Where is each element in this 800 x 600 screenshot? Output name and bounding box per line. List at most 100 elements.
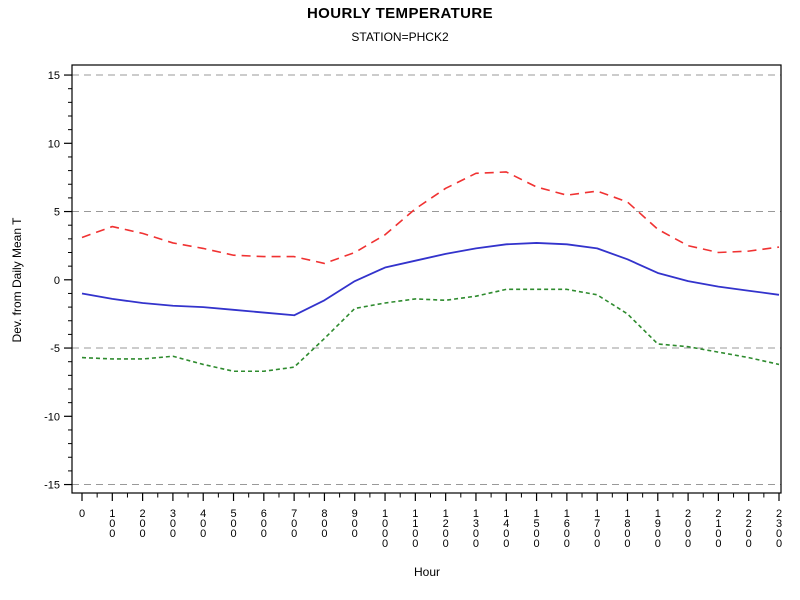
plot-frame: [71, 64, 782, 494]
series-line-lower: [81, 288, 780, 373]
x-tick-label-digit: 8: [321, 508, 327, 520]
x-tick-label-digit: 2: [746, 508, 752, 520]
x-tick-label-digit: 0: [685, 538, 691, 550]
x-axis-title: Hour: [413, 565, 441, 579]
x-tick-label-digit: 0: [473, 528, 479, 540]
x-tick-label-digit: 7: [291, 508, 297, 520]
x-tick-label-digit: 0: [291, 528, 297, 540]
x-tick-label-digit: 0: [503, 528, 509, 540]
x-tick-label-digit: 0: [230, 518, 236, 530]
x-tick-label-digit: 0: [291, 518, 297, 530]
x-tick-label-digit: 2: [443, 518, 449, 530]
x-tick-label-digit: 0: [230, 528, 236, 540]
x-tick-label-digit: 0: [140, 518, 146, 530]
x-tick-label-digit: 8: [624, 518, 630, 530]
x-tick-label-digit: 0: [503, 538, 509, 550]
y-tick-label: -15: [44, 480, 60, 492]
chart-subtitle: STATION=PHCK2: [351, 30, 449, 44]
x-tick-label-digit: 1: [594, 508, 600, 520]
x-tick-label-digit: 0: [473, 538, 479, 550]
x-tick-label-digit: 2: [715, 508, 721, 520]
y-tick-label: 15: [48, 70, 60, 82]
x-tick-label-digit: 3: [170, 508, 176, 520]
x-tick-label-digit: 0: [564, 528, 570, 540]
x-tick-label-digit: 1: [412, 518, 418, 530]
x-tick-label-digit: 1: [655, 508, 661, 520]
x-tick-label-digit: 0: [594, 538, 600, 550]
x-tick-label-digit: 0: [109, 528, 115, 540]
x-tick-label-digit: 1: [473, 508, 479, 520]
x-tick-label-digit: 0: [746, 528, 752, 540]
x-tick-label-digit: 0: [594, 528, 600, 540]
series-lower: [81, 288, 780, 373]
x-tick-label-digit: 0: [655, 528, 661, 540]
y-tick-label: -5: [50, 343, 60, 355]
x-tick-label-digit: 1: [412, 508, 418, 520]
y-tick-label: 0: [54, 275, 60, 287]
x-tick-label-digit: 0: [624, 528, 630, 540]
x-tick-label-digit: 1: [564, 508, 570, 520]
x-tick-label-digit: 3: [473, 518, 479, 530]
x-tick-label-digit: 2: [746, 518, 752, 530]
x-tick-label-digit: 0: [685, 518, 691, 530]
x-tick-label-digit: 0: [412, 528, 418, 540]
x-tick-label-digit: 0: [352, 518, 358, 530]
x-tick-label-digit: 0: [412, 538, 418, 550]
y-tick-label: 5: [54, 207, 60, 219]
x-tick-label-digit: 0: [140, 528, 146, 540]
x-tick-label-digit: 5: [534, 518, 540, 530]
x-tick-label-digit: 6: [564, 518, 570, 530]
series-line-mean: [81, 242, 780, 317]
x-tick-label-digit: 9: [352, 508, 358, 520]
x-tick-label-digit: 0: [261, 528, 267, 540]
y-axis: 15 10 5 0 -5 -10 -15: [44, 70, 72, 492]
x-tick-label-digit: 6: [261, 508, 267, 520]
series-line-upper: [81, 171, 780, 265]
x-tick-label-digit: 0: [715, 528, 721, 540]
x-tick-label-digit: 1: [443, 508, 449, 520]
series-upper: [81, 171, 780, 265]
x-tick-label-digit: 0: [715, 538, 721, 550]
x-tick-label-digit: 4: [503, 518, 509, 530]
x-tick-label-digit: 1: [109, 508, 115, 520]
x-tick-label-digit: 5: [230, 508, 236, 520]
series-mean: [81, 242, 780, 317]
x-tick-label-digit: 0: [776, 538, 782, 550]
x-tick-label-digit: 9: [655, 518, 661, 530]
x-tick-label-digit: 0: [624, 538, 630, 550]
x-tick-label-digit: 0: [746, 538, 752, 550]
reference-gridlines: [72, 74, 781, 486]
x-tick-label-digit: 3: [776, 518, 782, 530]
x-tick-label-digit: 0: [564, 538, 570, 550]
x-tick-label-digit: 0: [382, 528, 388, 540]
x-tick-label-digit: 0: [443, 528, 449, 540]
x-tick-label-digit: 1: [503, 508, 509, 520]
x-tick-label-digit: 0: [200, 528, 206, 540]
x-tick-label-digit: 0: [170, 528, 176, 540]
x-tick-label-digit: 2: [776, 508, 782, 520]
x-tick-label-digit: 0: [109, 518, 115, 530]
x-tick-label-digit: 7: [594, 518, 600, 530]
x-tick-label-digit: 2: [140, 508, 146, 520]
x-tick-label-digit: 0: [170, 518, 176, 530]
x-tick-label-digit: 1: [382, 508, 388, 520]
x-tick-label-digit: 0: [321, 528, 327, 540]
x-tick-label-digit: 0: [261, 518, 267, 530]
x-tick-label-digit: 2: [685, 508, 691, 520]
x-tick-label-digit: 0: [443, 538, 449, 550]
x-tick-label-digit: 1: [624, 508, 630, 520]
x-tick-label-digit: 1: [534, 508, 540, 520]
x-tick-label-digit: 1: [715, 518, 721, 530]
x-axis: 0 100200300400500600700800900100011001200…: [79, 493, 782, 550]
y-tick-label: 10: [48, 138, 60, 150]
y-tick-label: -10: [44, 411, 60, 423]
x-tick-label-digit: 0: [534, 538, 540, 550]
x-tick-label-digit: 4: [200, 508, 206, 520]
chart-title: HOURLY TEMPERATURE: [306, 5, 494, 22]
x-tick-label-digit: 0: [382, 538, 388, 550]
x-tick-label-digit: 0: [685, 528, 691, 540]
plot-frame-box: [71, 64, 782, 494]
x-tick-label-digit: 0: [352, 528, 358, 540]
